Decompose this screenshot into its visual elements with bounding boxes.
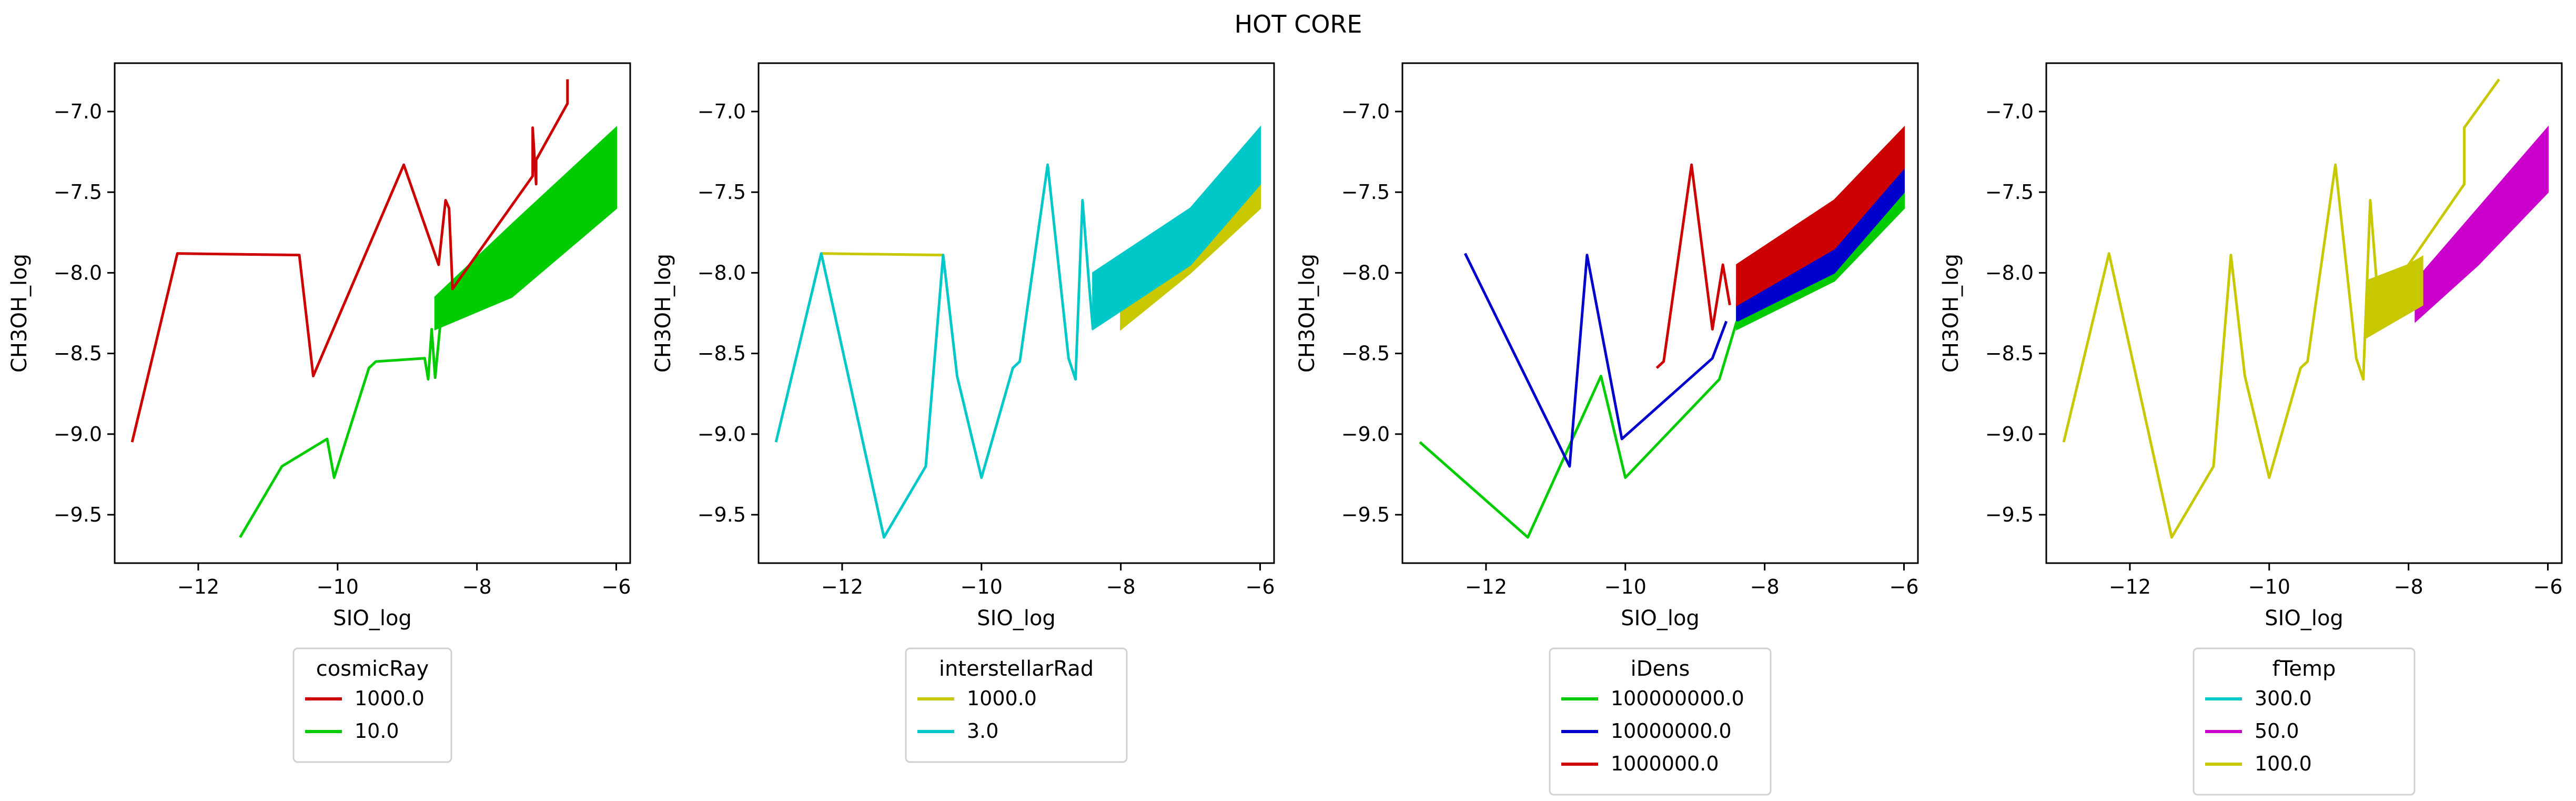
legend-frame bbox=[905, 647, 1128, 763]
subplot-2: −12 −10 −8 −6 −9.5 −9.0 −8.5 −8.0 −7.5 −7.0 SIO_lo… bbox=[651, 62, 1275, 763]
y-tick-label: −7.5 bbox=[54, 181, 102, 204]
plot-area bbox=[774, 125, 1261, 539]
y-tick-label: −9.5 bbox=[54, 503, 102, 526]
legend: iDens 100000000.0 10000000.0 1000000.0 bbox=[1549, 647, 1772, 796]
y-tick-label: −9.5 bbox=[1985, 503, 2034, 526]
series-line-1 bbox=[821, 252, 943, 257]
legend: interstellarRad 1000.0 3.0 bbox=[905, 647, 1128, 763]
legend-entry-label: 1000000.0 bbox=[1611, 752, 1719, 775]
plot-area bbox=[130, 79, 618, 538]
axes-frame bbox=[1401, 62, 1919, 564]
y-axis-label: CH3OH_log bbox=[7, 254, 32, 373]
subplot-grid: −12 −10 −8 −6 −9.5 −9.0 −8.5 −8.0 −7.5 −7.0 SIO_lo… bbox=[7, 62, 2563, 796]
legend-title: interstellarRad bbox=[939, 657, 1094, 681]
legend-entry-label: 3.0 bbox=[967, 719, 998, 743]
legend-entry-label: 50.0 bbox=[2255, 719, 2299, 743]
legend-entry-label: 10.0 bbox=[355, 719, 399, 743]
axes-frame bbox=[2045, 62, 2563, 564]
legend-entry-label: 100000000.0 bbox=[1611, 687, 1744, 710]
y-tick-label: −8.5 bbox=[698, 342, 746, 365]
x-axis-label: SIO_log bbox=[1621, 606, 1700, 630]
y-tick-label: −7.5 bbox=[1985, 181, 2034, 204]
series-band-3 bbox=[1736, 125, 1905, 307]
series-line-3 bbox=[2062, 78, 2500, 539]
y-tick-label: −8.5 bbox=[1341, 342, 1390, 365]
y-tick-label: −8.0 bbox=[54, 261, 102, 284]
legend-entry-label: 1000.0 bbox=[355, 687, 425, 710]
y-tick-label: −9.5 bbox=[1341, 503, 1390, 526]
plot-area bbox=[2062, 78, 2549, 539]
x-axis-label: SIO_log bbox=[333, 606, 412, 630]
series-line-2 bbox=[239, 305, 443, 538]
subplot-3: −12 −10 −8 −6 −9.5 −9.0 −8.5 −8.0 −7.5 −7.0 SIO_lo… bbox=[1295, 62, 1919, 796]
series-line-3 bbox=[1655, 163, 1731, 369]
x-tick-label: −6 bbox=[2533, 575, 2562, 598]
subplot-4: −12 −10 −8 −6 −9.5 −9.0 −8.5 −8.0 −7.5 −7.0 SIO_lo… bbox=[1939, 62, 2563, 796]
legend-frame bbox=[2193, 647, 2416, 796]
series-band-2 bbox=[434, 126, 618, 331]
x-tick-label: −8 bbox=[1750, 575, 1780, 598]
legend: fTemp 300.0 50.0 100.0 bbox=[2193, 647, 2416, 796]
y-tick-label: −7.0 bbox=[54, 100, 102, 123]
y-tick-label: −9.0 bbox=[54, 423, 102, 446]
y-tick-label: −7.0 bbox=[1341, 100, 1390, 123]
x-tick-label: −6 bbox=[1245, 575, 1275, 598]
y-tick-label: −9.0 bbox=[1341, 423, 1390, 446]
legend-entry-label: 1000.0 bbox=[967, 687, 1037, 710]
legend-entry-label: 300.0 bbox=[2255, 687, 2312, 710]
x-tick-label: −8 bbox=[462, 575, 492, 598]
series-line-2 bbox=[1463, 253, 1728, 468]
x-tick-label: −8 bbox=[2394, 575, 2423, 598]
y-tick-label: −9.0 bbox=[698, 423, 746, 446]
legend-title: cosmicRay bbox=[316, 657, 429, 681]
y-tick-label: −8.5 bbox=[54, 342, 102, 365]
x-axis-label: SIO_log bbox=[2265, 606, 2343, 630]
subplot-1: −12 −10 −8 −6 −9.5 −9.0 −8.5 −8.0 −7.5 −7.0 SIO_lo… bbox=[7, 62, 631, 763]
x-tick-label: −10 bbox=[961, 575, 1003, 598]
series-line-1 bbox=[130, 79, 569, 443]
x-tick-label: −10 bbox=[317, 575, 359, 598]
x-tick-label: −8 bbox=[1106, 575, 1136, 598]
x-tick-label: −12 bbox=[1465, 575, 1507, 598]
y-tick-label: −9.0 bbox=[1985, 423, 2034, 446]
x-tick-label: −6 bbox=[1889, 575, 1918, 598]
x-tick-label: −10 bbox=[1604, 575, 1646, 598]
y-axis-label: CH3OH_log bbox=[1295, 254, 1319, 373]
x-tick-label: −10 bbox=[2248, 575, 2290, 598]
legend-entry-label: 100.0 bbox=[2255, 752, 2312, 775]
axes-frame bbox=[757, 62, 1275, 564]
series-line-1 bbox=[1419, 321, 1739, 539]
legend: cosmicRay 1000.0 10.0 bbox=[292, 647, 452, 763]
x-tick-label: −12 bbox=[177, 575, 219, 598]
y-tick-label: −7.0 bbox=[698, 100, 746, 123]
series-line-2 bbox=[774, 163, 1095, 539]
legend-title: fTemp bbox=[2272, 657, 2336, 681]
y-tick-label: −8.0 bbox=[1985, 261, 2034, 284]
legend-title: iDens bbox=[1631, 657, 1690, 681]
series-band-2 bbox=[2415, 125, 2549, 323]
x-tick-label: −12 bbox=[821, 575, 863, 598]
y-tick-label: −7.0 bbox=[1985, 100, 2034, 123]
y-axis-label: CH3OH_log bbox=[1939, 254, 1963, 373]
y-tick-label: −7.5 bbox=[698, 181, 746, 204]
plot-area bbox=[1419, 125, 1905, 539]
legend-frame bbox=[292, 647, 452, 763]
y-axis-label: CH3OH_log bbox=[651, 254, 675, 373]
y-tick-label: −7.5 bbox=[1341, 181, 1390, 204]
axes-frame bbox=[114, 62, 631, 564]
legend-frame bbox=[1549, 647, 1772, 796]
y-tick-label: −8.5 bbox=[1985, 342, 2034, 365]
y-tick-label: −8.0 bbox=[698, 261, 746, 284]
legend-entry-label: 10000000.0 bbox=[1611, 719, 1732, 743]
x-tick-label: −12 bbox=[2109, 575, 2151, 598]
figure-title: HOT CORE bbox=[1235, 10, 1362, 38]
x-tick-label: −6 bbox=[601, 575, 631, 598]
x-axis-label: SIO_log bbox=[977, 606, 1056, 630]
y-tick-label: −9.5 bbox=[698, 503, 746, 526]
y-tick-label: −8.0 bbox=[1341, 261, 1390, 284]
